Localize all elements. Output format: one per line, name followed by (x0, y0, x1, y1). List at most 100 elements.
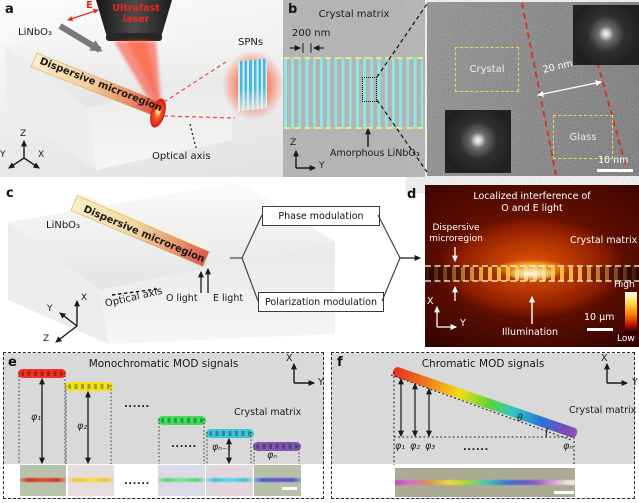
micrograph-green (158, 465, 205, 496)
mod-bar-yellow (65, 382, 113, 391)
f-axis-y-label: Y (632, 377, 638, 388)
chromatic-bar (391, 366, 579, 439)
polarization-modulation-label: Polarization modulation (264, 296, 377, 308)
c-axis-y-arrow (59, 312, 78, 327)
b-title: Crystal matrix (318, 9, 390, 20)
zoom-callout-rect (362, 77, 377, 102)
f-scalebar (554, 491, 574, 494)
a-axis-y-label: Y (0, 150, 6, 160)
spns-nanograting (238, 58, 267, 112)
panel-b-label: b (288, 2, 298, 17)
ultrafast-laser-label: Ultrafast laser (112, 3, 160, 25)
flow-branch-up-right (377, 214, 401, 259)
f-title: Chromatic MOD signals (421, 358, 545, 370)
d-title-line2: O and E light (501, 203, 563, 214)
tem-scalebar (597, 169, 633, 172)
mod-bar-red (18, 369, 66, 378)
interference-band-fade (425, 267, 639, 281)
d-colorbar-high: High (614, 280, 635, 290)
micrograph-yellow-line (68, 478, 114, 482)
spns-label: SPNs (238, 37, 264, 48)
e-field-label: E (86, 0, 93, 11)
c-microregion-label: Dispersive microregion (81, 204, 207, 266)
tem-scalebar-label: 10 nm (598, 155, 629, 166)
d-title-line1: Localized interference of (473, 191, 591, 202)
tem-glass-box: Glass (553, 115, 613, 159)
e-dots-top: ...... (124, 399, 150, 410)
mod-bar-green (158, 416, 206, 425)
micrograph-purple (254, 465, 301, 496)
phase-modulation-label: Phase modulation (278, 210, 364, 222)
dispersive-strip-c-edge (77, 192, 210, 252)
tem-crystal-box: Crystal (455, 47, 519, 92)
panel-d-image: Localized interference of O and E light … (425, 185, 639, 347)
c-linbo3-label: LiNbO₃ (46, 220, 81, 231)
amorphous-label: Amorphous LiNbO₃ (330, 148, 420, 159)
e-axis-x-label: X (286, 353, 293, 364)
e-dots-bottom: ...... (124, 476, 150, 487)
nanograting-band (284, 57, 423, 129)
f-phi2-label: φ₂ (410, 441, 421, 452)
e-dots-mid: ...... (171, 439, 197, 450)
o-light-label: O light (166, 293, 198, 304)
block-c-top-face (8, 182, 335, 290)
d-colorbar-low: Low (617, 334, 635, 344)
b-axis-z-label: Z (290, 138, 297, 148)
panel-e: e Monochromatic MOD signals Crystal matr… (3, 352, 324, 499)
c-axis-z-label: Z (43, 334, 50, 344)
micrograph-chromatic-line (395, 480, 575, 485)
f-axis-x-label: X (601, 353, 608, 364)
phi-n-label: φₙ (267, 450, 278, 461)
b-axis-y-label: Y (319, 161, 325, 171)
e-title: Monochromatic MOD signals (88, 358, 239, 370)
d-microregion-label1: Dispersive (432, 223, 480, 233)
a-linbo3-label: LiNbO₃ (18, 27, 53, 38)
a-optical-axis-label: Optical axis (152, 151, 211, 162)
e-scalebar (282, 487, 297, 490)
phi-n1-label: φₙ₋₁ (212, 442, 231, 453)
d-colorbar (625, 292, 637, 333)
polarization-modulation-box: Polarization modulation (258, 292, 384, 312)
mod-bar-cyan (206, 429, 254, 438)
a-axis-x-label: X (38, 150, 45, 160)
e-light-label: E light (213, 293, 244, 304)
f-dots: ...... (463, 442, 489, 453)
tem-crystal-label: Crystal (469, 64, 505, 75)
diffraction-inset-bottom (445, 110, 511, 173)
d-scalebar (587, 328, 613, 331)
f-phi1-label: φ₁ (395, 441, 406, 452)
panel-d-label: d (407, 187, 417, 202)
panel-c-label: c (6, 186, 14, 201)
panel-f: f Chromatic MOD signals Crystal matrix X… (331, 352, 638, 499)
micrograph-chromatic (395, 468, 575, 497)
d-axis-x-label: X (427, 296, 434, 307)
flow-branch-up-left (241, 214, 263, 259)
flow-branch-down-left (241, 257, 259, 302)
c-axis-y-label: Y (47, 304, 53, 314)
panel-a-label: a (5, 2, 14, 17)
interference-band (425, 267, 639, 281)
tem-glass-label: Glass (569, 131, 597, 143)
e-axis-y-label: Y (318, 377, 324, 388)
c-axis-z-arrow (55, 325, 78, 343)
f-phi3-label: φ₃ (425, 441, 436, 452)
c-axis-x-label: X (81, 293, 88, 303)
f-phi-n-label: φₙ (563, 441, 574, 452)
a-axis-z-label: Z (20, 129, 27, 139)
d-scalebar-label: 10 μm (584, 312, 615, 323)
block-c-left-face (8, 222, 108, 344)
micrograph-cyan-line (206, 478, 253, 482)
d-crystal-matrix-label: Crystal matrix (570, 235, 638, 246)
micrograph-red (20, 465, 66, 496)
micrograph-yellow (68, 465, 114, 496)
f-theta-label: θ (517, 413, 523, 424)
micrograph-purple-line (254, 478, 301, 482)
b-period-label: 200 nm (292, 28, 331, 39)
diffraction-inset-top (573, 5, 639, 65)
phi2-label: φ₂ (77, 421, 88, 432)
flow-branch-down-right (381, 257, 401, 302)
panel-f-label: f (337, 355, 343, 370)
phi1-label: φ₁ (31, 412, 42, 423)
e-crystal-matrix-label: Crystal matrix (234, 407, 302, 418)
